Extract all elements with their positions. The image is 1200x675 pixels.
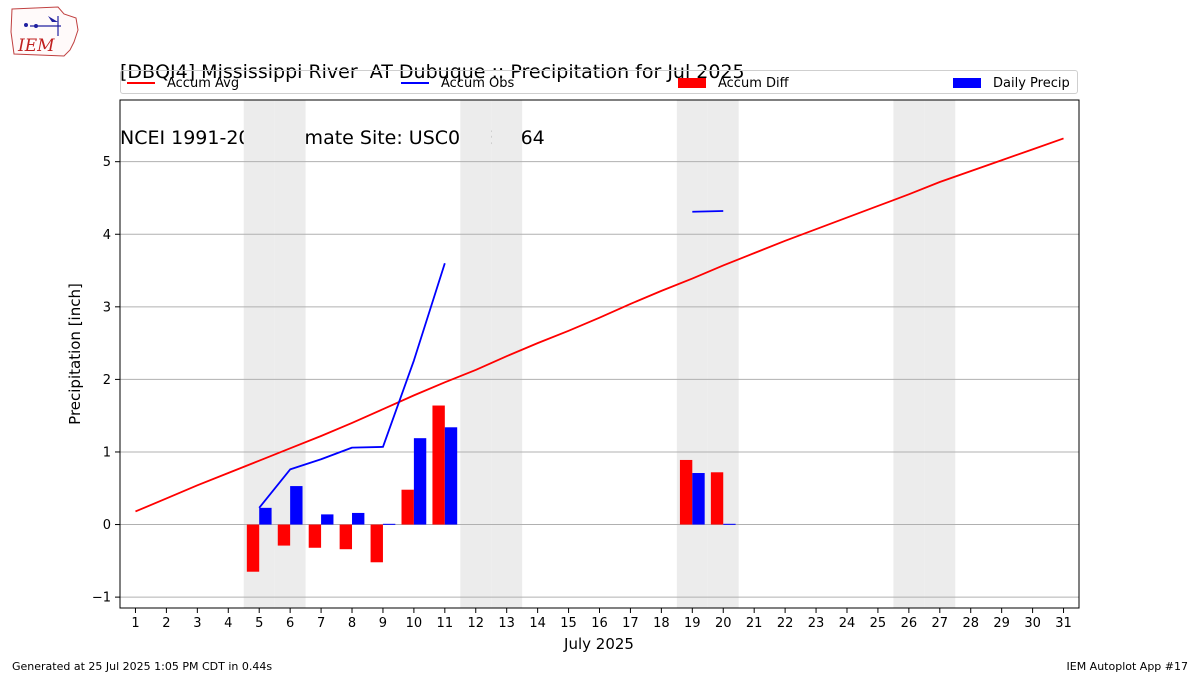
legend-label: Accum Diff (718, 75, 789, 91)
legend-line-blue (401, 82, 429, 84)
y-tick-label: 2 (103, 373, 111, 388)
daily-precip-bar (723, 523, 736, 525)
daily-precip-bar (692, 473, 705, 525)
x-tick-label: 8 (348, 616, 356, 631)
x-tick-label: 18 (653, 616, 670, 631)
x-tick-label: 31 (1055, 616, 1072, 631)
x-tick-label: 2 (162, 616, 170, 631)
y-axis-ticks: −1 0 1 2 3 4 5 (92, 155, 120, 606)
x-tick-label: 22 (777, 616, 794, 631)
daily-precip-bar (259, 507, 272, 525)
legend-label: Accum Obs (441, 75, 515, 91)
legend-item-daily-precip: Daily Precip (953, 74, 1070, 92)
accum-diff-bar (370, 524, 383, 563)
accum-diff-bar (710, 472, 724, 525)
x-tick-label: 23 (808, 616, 825, 631)
legend-patch-blue (953, 78, 981, 88)
weekend-band (924, 100, 956, 608)
x-tick-label: 16 (591, 616, 608, 631)
x-tick-label: 5 (255, 616, 263, 631)
accum-diff-bar (246, 524, 260, 572)
iem-logo: IEM (10, 6, 79, 57)
y-tick-label: 5 (103, 155, 111, 170)
accum-obs-line (258, 263, 446, 509)
x-tick-label: 19 (684, 616, 701, 631)
x-tick-label: 7 (317, 616, 325, 631)
x-tick-label: 6 (286, 616, 294, 631)
accum-diff-bar (401, 489, 414, 525)
x-tick-label: 15 (560, 616, 577, 631)
weekend-band (460, 100, 492, 608)
footer-app-id: IEM Autoplot App #17 (1066, 660, 1189, 673)
x-axis-label: July 2025 (563, 635, 634, 653)
x-tick-label: 17 (622, 616, 639, 631)
bars (246, 405, 736, 572)
accum-diff-bar (277, 524, 291, 546)
weekend-band (893, 100, 925, 608)
y-tick-label: −1 (92, 591, 111, 606)
accum-diff-bar (308, 524, 322, 548)
legend: Accum Avg Accum Obs Accum Diff Daily Pre… (120, 70, 1078, 94)
x-tick-label: 12 (467, 616, 484, 631)
y-axis-label: Precipitation [inch] (66, 283, 84, 425)
x-tick-label: 4 (224, 616, 232, 631)
x-tick-label: 9 (379, 616, 387, 631)
legend-item-accum-avg: Accum Avg (127, 74, 239, 92)
legend-line-red (127, 82, 155, 84)
x-tick-label: 11 (437, 616, 454, 631)
x-tick-label: 1 (131, 616, 139, 631)
x-tick-label: 24 (839, 616, 856, 631)
legend-label: Accum Avg (167, 75, 240, 91)
series-lines (135, 137, 1064, 513)
x-tick-label: 29 (993, 616, 1010, 631)
y-tick-label: 4 (103, 228, 111, 243)
weekend-shading (243, 100, 956, 608)
accum-diff-bar (339, 524, 353, 550)
x-tick-label: 27 (932, 616, 949, 631)
x-tick-label: 25 (870, 616, 887, 631)
x-tick-label: 30 (1024, 616, 1041, 631)
chart-title: [DBQI4] Mississippi River AT Dubuque :: … (120, 61, 745, 83)
x-tick-label: 3 (193, 616, 201, 631)
x-tick-label: 21 (746, 616, 763, 631)
legend-item-accum-obs: Accum Obs (401, 74, 514, 92)
legend-item-accum-diff: Accum Diff (678, 74, 789, 92)
x-tick-label: 28 (962, 616, 979, 631)
x-tick-label: 10 (406, 616, 423, 631)
daily-precip-bar (444, 427, 458, 525)
legend-label: Daily Precip (993, 75, 1070, 91)
accum-diff-bar (679, 459, 693, 525)
daily-precip-bar (413, 438, 427, 525)
legend-patch-red (678, 78, 706, 88)
x-axis-ticks: 1 2 3 4 5 6 7 8 9 10 11 12 13 14 15 16 17 18 19 20 21 22 23 24 2… (131, 608, 1072, 631)
daily-precip-bar (352, 512, 365, 525)
x-tick-label: 26 (901, 616, 918, 631)
x-tick-label: 14 (529, 616, 546, 631)
y-tick-label: 1 (103, 445, 111, 460)
daily-precip-bar (382, 523, 396, 525)
weekend-band (676, 100, 708, 608)
x-tick-label: 20 (715, 616, 732, 631)
x-tick-label: 13 (498, 616, 515, 631)
daily-precip-bar (290, 486, 303, 525)
weekend-band (707, 100, 739, 608)
accum-obs-line (692, 210, 724, 213)
y-tick-label: 0 (103, 518, 111, 533)
accum-avg-line (135, 137, 1064, 513)
footer-generated: Generated at 25 Jul 2025 1:05 PM CDT in … (12, 660, 273, 673)
y-tick-label: 3 (103, 300, 111, 315)
iem-logo-text: IEM (17, 36, 55, 56)
accum-diff-bar (432, 405, 445, 525)
daily-precip-bar (321, 514, 334, 525)
weekend-band (491, 100, 523, 608)
